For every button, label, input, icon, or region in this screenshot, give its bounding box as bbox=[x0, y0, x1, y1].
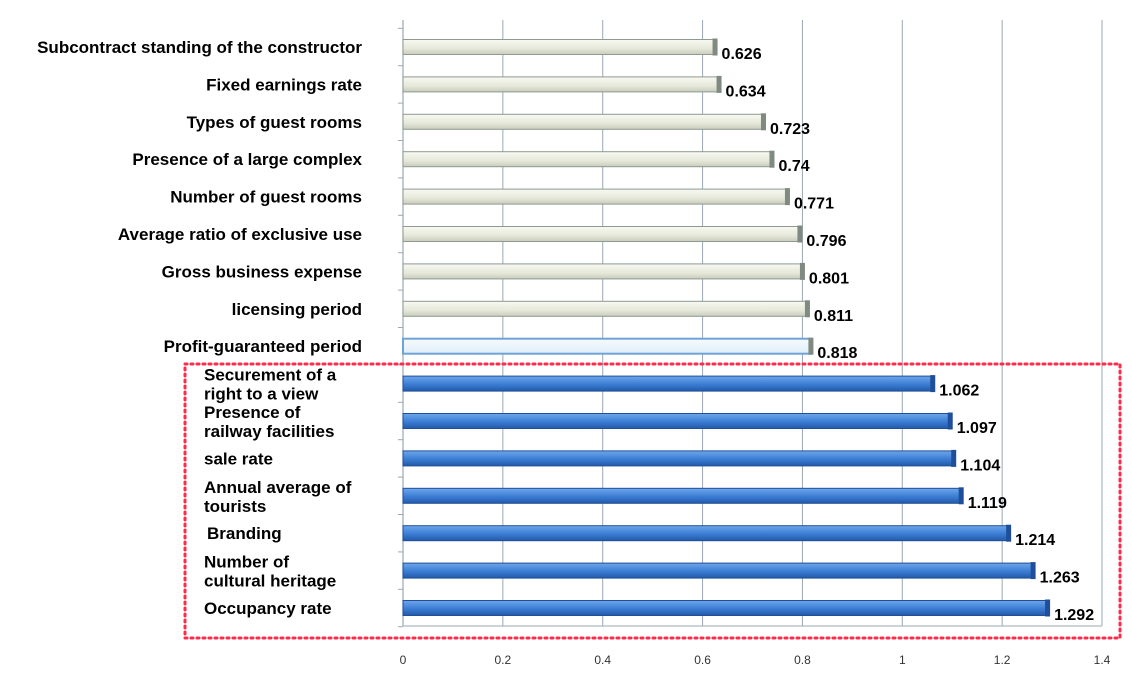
category-label: Annual average of bbox=[204, 478, 352, 497]
value-label: 0.626 bbox=[722, 46, 762, 63]
value-label: 0.771 bbox=[794, 196, 834, 213]
category-label: Occupancy rate bbox=[204, 599, 332, 618]
value-label: 1.104 bbox=[960, 457, 1000, 474]
bar-end-cap bbox=[1030, 562, 1036, 580]
x-tick-label: 0.8 bbox=[794, 653, 811, 667]
category-labels: Subcontract standing of the constructor F… bbox=[37, 38, 362, 618]
category-label: licensing period bbox=[232, 300, 362, 319]
bar-end-cap bbox=[1006, 524, 1012, 542]
category-label: Number of bbox=[204, 553, 289, 572]
bar bbox=[402, 226, 801, 242]
bar-end-cap bbox=[799, 262, 805, 280]
bar-end-cap bbox=[958, 487, 964, 505]
bar-end-cap bbox=[784, 188, 790, 206]
value-label: 1.097 bbox=[957, 420, 997, 437]
bar-end-cap bbox=[930, 375, 936, 393]
bar bbox=[402, 39, 717, 55]
category-label: Subcontract standing of the constructor bbox=[37, 38, 362, 57]
value-label: 1.119 bbox=[968, 495, 1007, 512]
bar-end-cap bbox=[797, 225, 803, 243]
category-label: Presence of bbox=[204, 403, 301, 422]
bar bbox=[402, 188, 789, 205]
category-label: Securement of a bbox=[204, 366, 337, 385]
highlight-box bbox=[183, 362, 1122, 640]
value-label: 1.292 bbox=[1054, 607, 1094, 624]
x-tick-label: 1.2 bbox=[994, 653, 1011, 667]
value-label: 0.811 bbox=[814, 308, 853, 325]
value-label: 1.263 bbox=[1040, 570, 1080, 587]
bar bbox=[402, 562, 1035, 579]
bar bbox=[402, 263, 804, 280]
x-tick-label: 0.2 bbox=[495, 653, 512, 667]
x-axis-ticks: 0 0.2 0.4 0.6 0.8 1 1.2 1.4 bbox=[400, 653, 1111, 667]
bar-end-cap bbox=[769, 150, 775, 168]
value-label: 0.818 bbox=[817, 345, 857, 362]
category-label: Number of guest rooms bbox=[170, 188, 362, 207]
bar bbox=[402, 337, 813, 355]
x-tick-label: 1.4 bbox=[1094, 653, 1111, 667]
x-tick-label: 1 bbox=[899, 653, 906, 667]
bar bbox=[402, 525, 1010, 542]
bar bbox=[402, 76, 721, 93]
bar bbox=[402, 113, 765, 130]
value-label: 0.796 bbox=[806, 233, 846, 250]
category-label: Types of guest rooms bbox=[187, 113, 362, 132]
x-tick-label: 0.6 bbox=[694, 653, 711, 667]
bar bbox=[402, 375, 934, 392]
category-label: cultural heritage bbox=[204, 572, 336, 591]
category-label: Branding bbox=[207, 524, 282, 543]
category-label: Fixed earnings rate bbox=[206, 75, 362, 94]
bar bbox=[402, 487, 963, 504]
x-tick-label: 0.4 bbox=[594, 653, 611, 667]
bar-end-cap bbox=[712, 38, 718, 56]
value-label: 1.214 bbox=[1015, 532, 1055, 549]
value-label: 0.723 bbox=[770, 121, 810, 138]
bar bbox=[402, 600, 1049, 616]
category-label: Presence of a large complex bbox=[132, 150, 362, 169]
bar-end-cap bbox=[804, 300, 810, 318]
category-label: railway facilities bbox=[204, 422, 334, 441]
value-label: 1.062 bbox=[939, 383, 979, 400]
value-labels: 0.626 0.634 0.723 0.74 0.771 0.796 0.801 0.811 0… bbox=[722, 46, 1095, 624]
bar-end-cap bbox=[947, 412, 953, 430]
category-label: Average ratio of exclusive use bbox=[118, 225, 362, 244]
bars bbox=[402, 38, 1051, 617]
category-label: sale rate bbox=[204, 449, 273, 468]
category-label: tourists bbox=[204, 497, 266, 516]
bar bbox=[402, 300, 809, 317]
bar-end-cap bbox=[951, 449, 957, 467]
bar bbox=[402, 413, 952, 429]
value-label: 0.801 bbox=[809, 270, 849, 287]
bar-end-cap bbox=[760, 113, 766, 131]
value-label: 0.634 bbox=[726, 83, 766, 100]
bar bbox=[402, 450, 955, 467]
bar-end-cap bbox=[716, 75, 722, 93]
category-label: Gross business expense bbox=[162, 262, 362, 281]
bar-end-cap bbox=[1045, 599, 1051, 617]
bar-end-cap bbox=[808, 337, 814, 355]
category-label: right to a view bbox=[204, 385, 319, 404]
bar bbox=[402, 151, 773, 168]
category-label: Profit-guaranteed period bbox=[164, 337, 362, 356]
x-tick-label: 0 bbox=[400, 653, 407, 667]
value-label: 0.74 bbox=[778, 158, 809, 175]
